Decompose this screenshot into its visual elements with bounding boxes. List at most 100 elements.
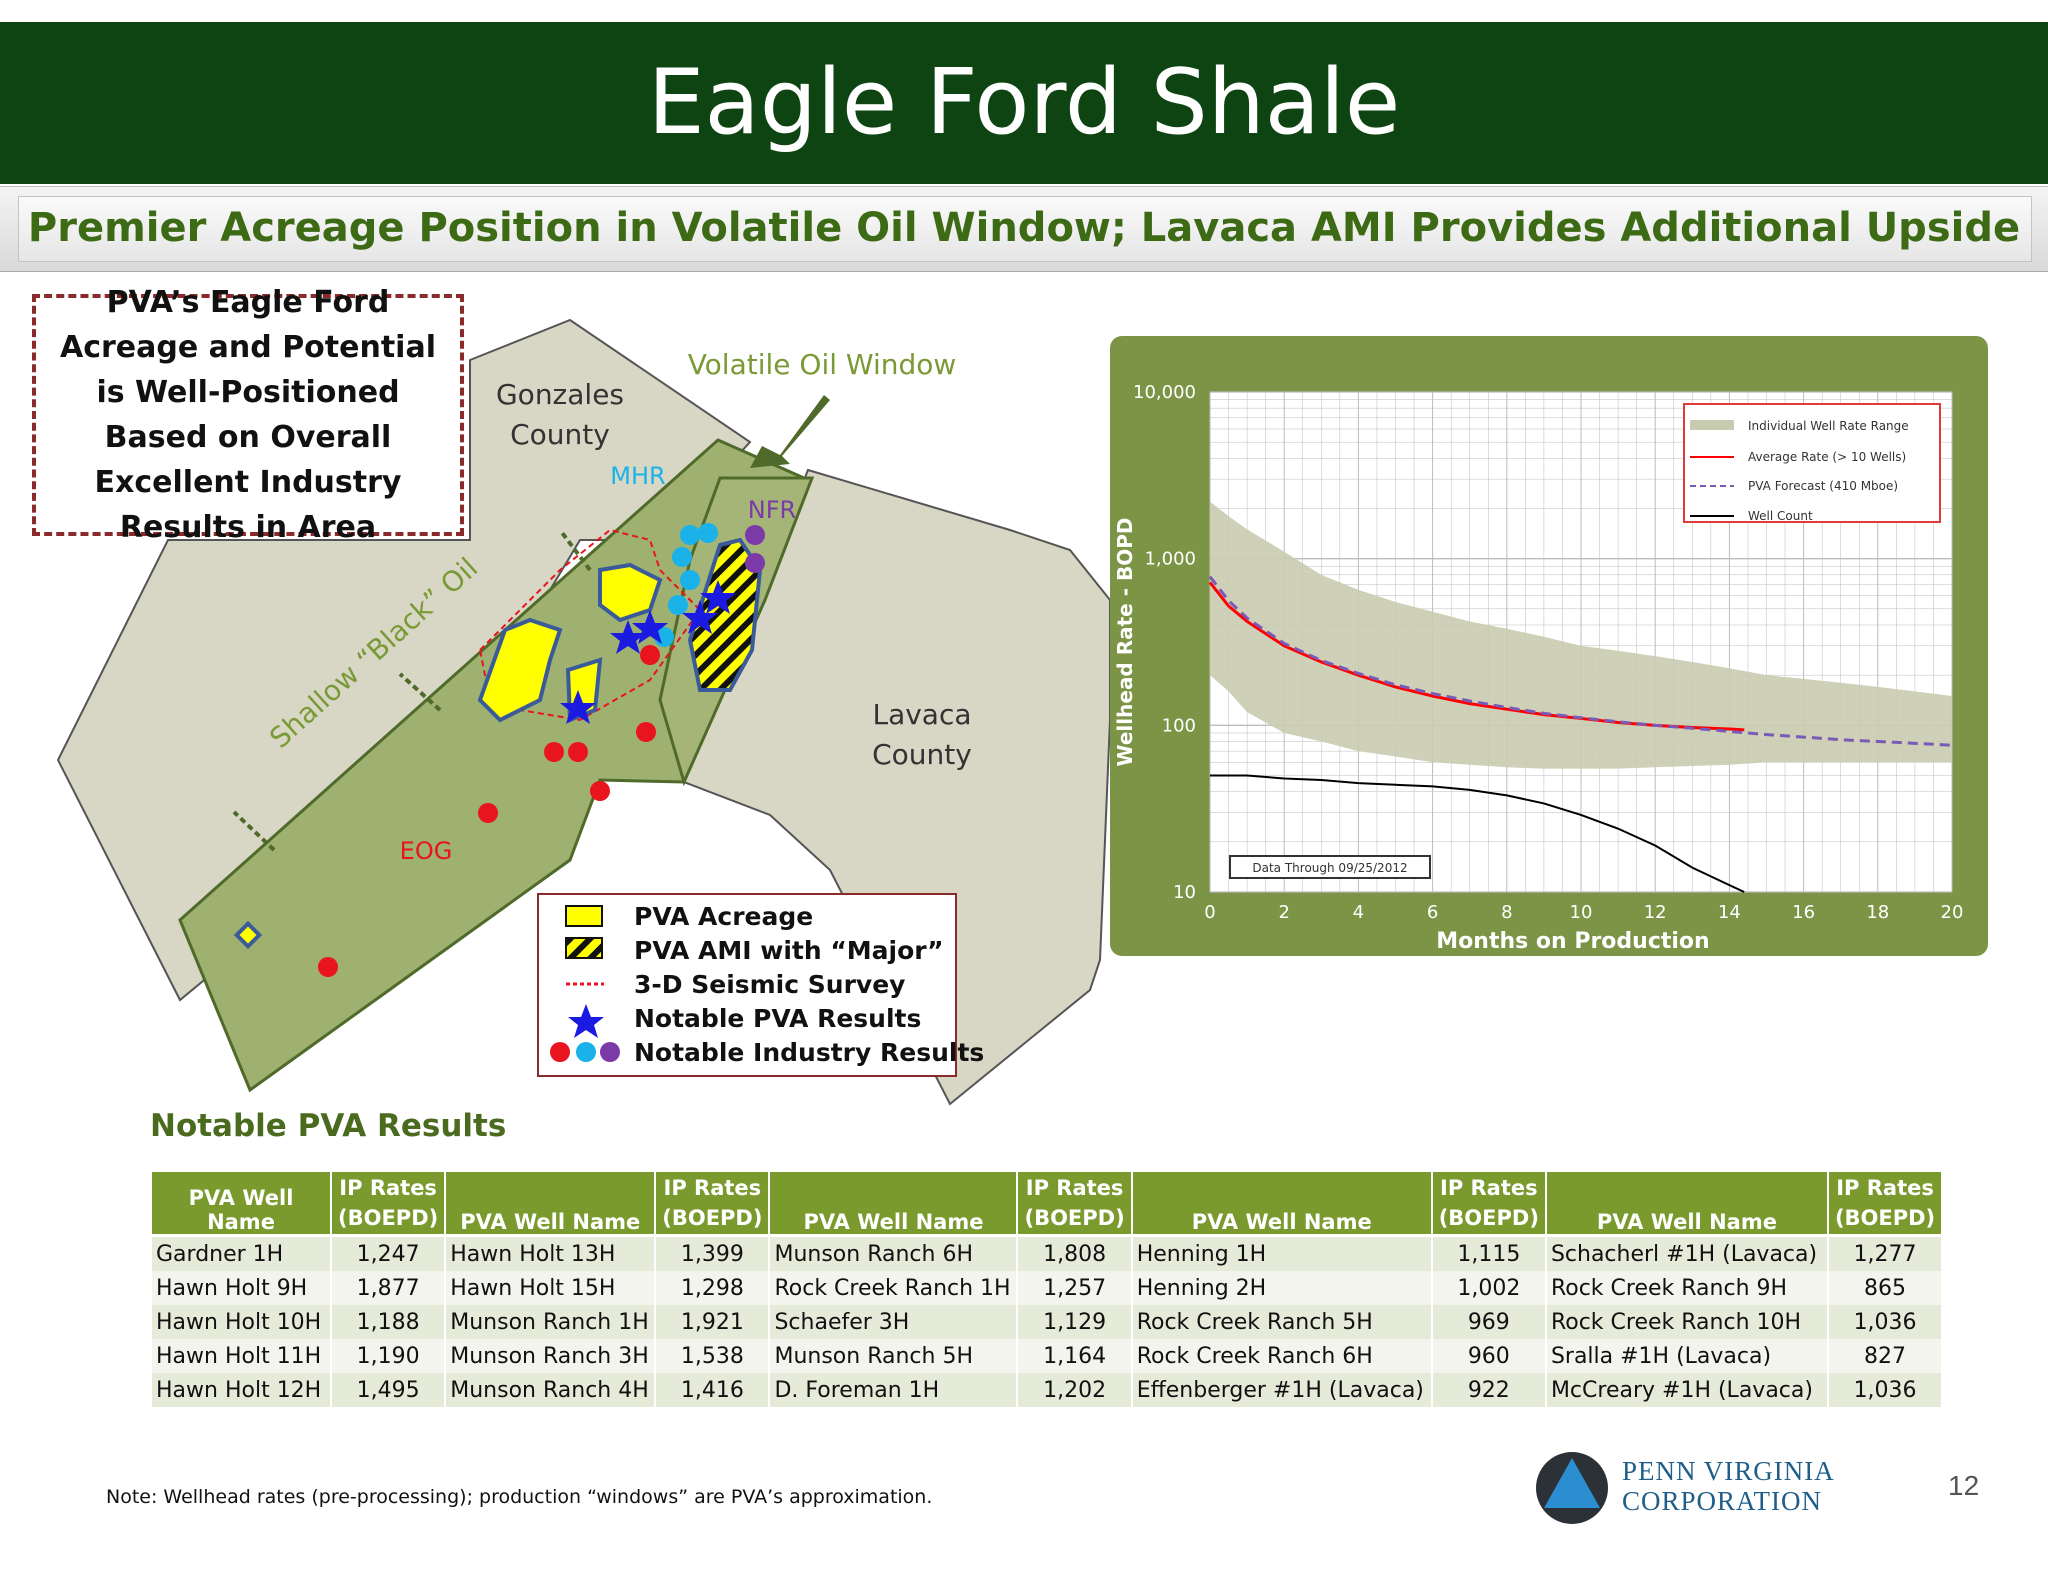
x-tick-label: 0 bbox=[1204, 902, 1215, 923]
legend-cyan-dot-icon bbox=[576, 1042, 596, 1062]
ip-rate-cell: 1,036 bbox=[1828, 1305, 1942, 1339]
col-header-ip: IP Rates (BOEPD) bbox=[656, 1172, 769, 1237]
ip-rate-cell: 1,877 bbox=[332, 1271, 445, 1305]
ip-rate-cell: 1,495 bbox=[332, 1373, 445, 1407]
x-tick-label: 2 bbox=[1278, 902, 1289, 923]
ip-header-line1: IP Rates bbox=[339, 1176, 437, 1200]
well-name-cell: Hawn Holt 15H bbox=[446, 1271, 655, 1305]
x-tick-label: 4 bbox=[1353, 902, 1364, 923]
results-table: PVA Well Name IP Rates (BOEPD) PVA Well N… bbox=[150, 1172, 1943, 1407]
table-row: Gardner 1H 1,247 Hawn Holt 13H 1,399 Munson … bbox=[152, 1237, 1942, 1271]
legend-red-dot-icon bbox=[550, 1042, 570, 1062]
ip-rate-cell: 1,247 bbox=[332, 1237, 445, 1271]
volatile-window-label: Volatile Oil Window bbox=[688, 348, 957, 381]
ip-header-line1: IP Rates bbox=[663, 1176, 762, 1200]
x-tick-label: 10 bbox=[1570, 902, 1593, 923]
penn-virginia-logo-icon bbox=[1536, 1452, 1608, 1524]
ip-header-line1: IP Rates bbox=[1440, 1176, 1538, 1200]
ip-rate-cell: 969 bbox=[1432, 1305, 1545, 1339]
pva-acreage-diamond bbox=[233, 920, 263, 950]
map-legend: PVA Acreage PVA AMI with “Major” 3-D Sei… bbox=[537, 893, 984, 1077]
ip-rate-cell: 1,190 bbox=[332, 1339, 445, 1373]
legend-ami-swatch bbox=[565, 937, 603, 959]
ip-header-line2: (BOEPD) bbox=[338, 1206, 439, 1230]
chart-y-axis-label: Wellhead Rate - BOPD bbox=[1113, 518, 1137, 767]
page-title: Eagle Ford Shale bbox=[647, 50, 1401, 155]
results-header-row: PVA Well Name IP Rates (BOEPD) PVA Well N… bbox=[152, 1172, 1942, 1237]
ip-rate-cell: 827 bbox=[1828, 1339, 1942, 1373]
y-tick-label: 1,000 bbox=[1144, 549, 1196, 570]
direction-arrows bbox=[232, 528, 592, 852]
ip-rate-cell: 922 bbox=[1432, 1373, 1545, 1407]
page-number: 12 bbox=[1948, 1470, 1980, 1501]
ip-rate-cell: 865 bbox=[1828, 1271, 1942, 1305]
ip-rate-cell: 1,115 bbox=[1432, 1237, 1545, 1271]
chart-ticks: 0 2 4 6 8 10 12 14 16 18 20 10 100 1,000 10,000 bbox=[1133, 382, 1963, 923]
well-name-cell: Hawn Holt 13H bbox=[446, 1237, 655, 1271]
well-name-cell: Rock Creek Ranch 5H bbox=[1132, 1305, 1431, 1339]
nfr-results bbox=[745, 525, 765, 573]
ip-header-line2: (BOEPD) bbox=[1834, 1206, 1936, 1230]
col-header-name: PVA Well Name bbox=[152, 1172, 330, 1237]
logo-text-line2: CORPORATION bbox=[1622, 1486, 1823, 1516]
col-header-name: PVA Well Name bbox=[1546, 1172, 1827, 1237]
well-name-cell: Munson Ranch 5H bbox=[770, 1339, 1017, 1373]
chart-legend-label: Well Count bbox=[1748, 509, 1813, 523]
pva-star-results bbox=[560, 580, 736, 724]
well-name-cell: Rock Creek Ranch 6H bbox=[1132, 1339, 1431, 1373]
ip-rate-cell: 960 bbox=[1432, 1339, 1545, 1373]
well-name-cell: Henning 2H bbox=[1132, 1271, 1431, 1305]
ip-rate-cell: 1,808 bbox=[1018, 1237, 1131, 1271]
col-header-ip: IP Rates (BOEPD) bbox=[1018, 1172, 1131, 1237]
well-name-cell: Hawn Holt 9H bbox=[152, 1271, 330, 1305]
well-name-cell: Schacherl #1H (Lavaca) bbox=[1546, 1237, 1827, 1271]
y-tick-label: 10 bbox=[1173, 882, 1196, 903]
ip-header-line1: IP Rates bbox=[1836, 1176, 1934, 1200]
table-row: Hawn Holt 10H 1,188 Munson Ranch 1H 1,921 Sc… bbox=[152, 1305, 1942, 1339]
x-tick-label: 6 bbox=[1427, 902, 1438, 923]
series-range-band bbox=[1210, 501, 1952, 769]
callout-box: PVA’s Eagle Ford Acreage and Potential i… bbox=[32, 285, 464, 545]
well-name-cell: Munson Ranch 3H bbox=[446, 1339, 655, 1373]
chart-legend-label: PVA Forecast (410 Mboe) bbox=[1748, 479, 1898, 493]
well-name-cell: Henning 1H bbox=[1132, 1237, 1431, 1271]
x-tick-label: 8 bbox=[1501, 902, 1512, 923]
ip-header-line2: (BOEPD) bbox=[1438, 1206, 1539, 1230]
ip-rate-cell: 1,002 bbox=[1432, 1271, 1545, 1305]
legend-label: PVA AMI with “Major” bbox=[634, 936, 944, 965]
table-row: Hawn Holt 11H 1,190 Munson Ranch 3H 1,538 Mu… bbox=[152, 1339, 1942, 1373]
gonzales-label: Gonzales bbox=[496, 378, 624, 411]
well-name-cell: McCreary #1H (Lavaca) bbox=[1546, 1373, 1827, 1407]
ip-rate-cell: 1,538 bbox=[656, 1339, 769, 1373]
nfr-label: NFR bbox=[748, 496, 796, 524]
legend-acreage-swatch bbox=[565, 905, 603, 927]
mhr-results bbox=[654, 523, 718, 647]
well-name-cell: Hawn Holt 12H bbox=[152, 1373, 330, 1407]
ip-header-line2: (BOEPD) bbox=[1024, 1206, 1125, 1230]
pva-acreage-block bbox=[477, 617, 563, 723]
legend-label: 3-D Seismic Survey bbox=[634, 970, 905, 999]
col-header-ip: IP Rates (BOEPD) bbox=[1828, 1172, 1942, 1237]
logo-text-line1: PENN VIRGINIA bbox=[1622, 1456, 1835, 1486]
footnote: Note: Wellhead rates (pre-processing); p… bbox=[106, 1486, 933, 1508]
chart-date-note: Data Through 09/25/2012 bbox=[1229, 855, 1431, 879]
ip-rate-cell: 1,399 bbox=[656, 1237, 769, 1271]
ip-header-line2: (BOEPD) bbox=[662, 1206, 763, 1230]
legend-star-icon bbox=[568, 1004, 604, 1038]
x-tick-label: 20 bbox=[1941, 902, 1964, 923]
x-tick-label: 16 bbox=[1792, 902, 1815, 923]
well-name-cell: D. Foreman 1H bbox=[770, 1373, 1017, 1407]
chart-date-note-text: Data Through 09/25/2012 bbox=[1252, 861, 1407, 875]
legend-label: Notable PVA Results bbox=[634, 1004, 921, 1033]
ip-rate-cell: 1,129 bbox=[1018, 1305, 1131, 1339]
chart-x-axis-label: Months on Production bbox=[1436, 929, 1709, 954]
well-name-cell: Hawn Holt 11H bbox=[152, 1339, 330, 1373]
eog-label: EOG bbox=[400, 837, 453, 865]
series-average-rate-line bbox=[1208, 581, 1745, 732]
col-header-ip: IP Rates (BOEPD) bbox=[332, 1172, 445, 1237]
eog-results bbox=[318, 645, 660, 977]
col-header-name: PVA Well Name bbox=[770, 1172, 1017, 1237]
ip-rate-cell: 1,164 bbox=[1018, 1339, 1131, 1373]
gonzales-county-label: County bbox=[510, 418, 610, 451]
ip-rate-cell: 1,298 bbox=[656, 1271, 769, 1305]
